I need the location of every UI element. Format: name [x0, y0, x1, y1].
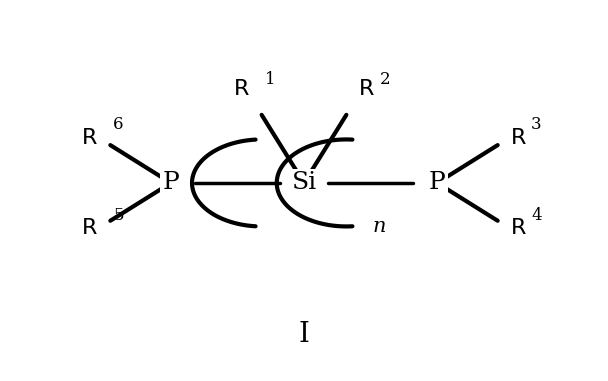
Text: $\mathrm{R}$: $\mathrm{R}$: [233, 78, 249, 100]
Text: P: P: [162, 171, 179, 194]
Text: $\mathrm{R}$: $\mathrm{R}$: [510, 126, 527, 149]
Text: 5: 5: [113, 207, 124, 224]
Text: 1: 1: [264, 71, 275, 88]
Text: 3: 3: [531, 116, 542, 133]
Text: I: I: [299, 321, 309, 348]
Text: Si: Si: [291, 171, 317, 194]
Text: $\mathrm{R}$: $\mathrm{R}$: [81, 217, 98, 239]
Text: $\mathrm{R}$: $\mathrm{R}$: [81, 126, 98, 149]
Text: P: P: [429, 171, 446, 194]
Text: 4: 4: [531, 207, 542, 224]
Text: $\mathrm{R}$: $\mathrm{R}$: [510, 217, 527, 239]
Text: 2: 2: [379, 71, 390, 88]
Text: $\mathrm{R}$: $\mathrm{R}$: [359, 78, 375, 100]
Text: 6: 6: [113, 116, 124, 133]
Text: n: n: [373, 217, 387, 236]
